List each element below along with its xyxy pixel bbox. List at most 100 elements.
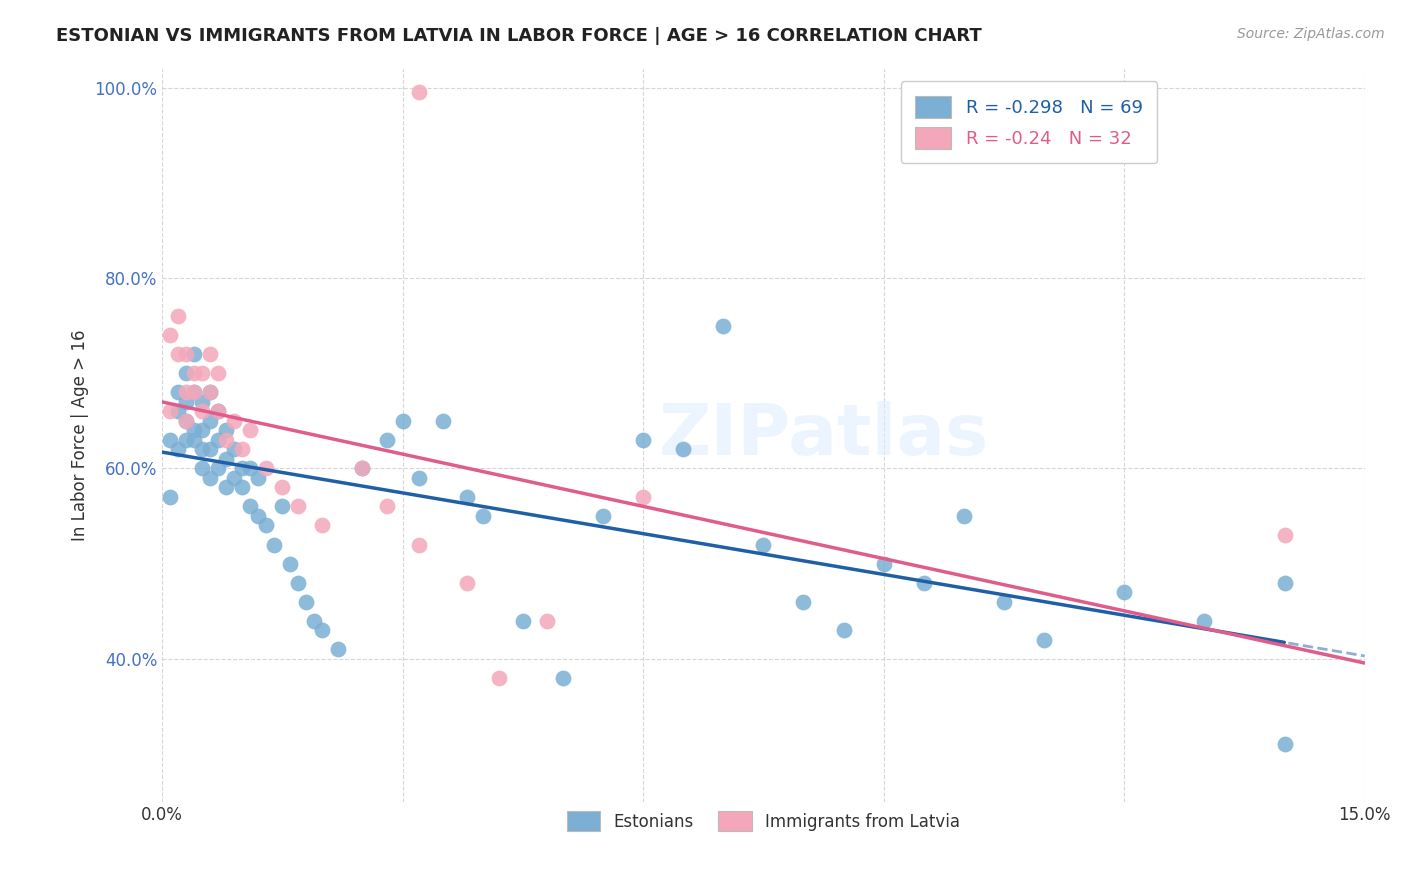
Point <box>254 518 277 533</box>
Point <box>1274 738 1296 752</box>
Point <box>352 461 374 475</box>
Point <box>263 537 285 551</box>
Point <box>311 624 333 638</box>
Point <box>408 471 430 485</box>
Point <box>631 490 654 504</box>
Point <box>198 414 221 428</box>
Point <box>1194 614 1216 628</box>
Point <box>191 404 214 418</box>
Point <box>167 442 190 457</box>
Point <box>183 385 205 400</box>
Point <box>953 508 976 523</box>
Point <box>456 490 478 504</box>
Point <box>207 433 229 447</box>
Point <box>752 537 775 551</box>
Point <box>488 671 510 685</box>
Point <box>207 404 229 418</box>
Point <box>159 404 181 418</box>
Point <box>993 594 1015 608</box>
Point <box>174 347 197 361</box>
Point <box>183 433 205 447</box>
Point <box>295 594 318 608</box>
Point <box>247 508 270 523</box>
Point <box>183 366 205 380</box>
Point <box>375 433 398 447</box>
Point <box>159 328 181 343</box>
Point <box>183 423 205 437</box>
Point <box>191 461 214 475</box>
Point <box>215 433 238 447</box>
Text: ZIPatlas: ZIPatlas <box>658 401 988 469</box>
Point <box>271 500 294 514</box>
Point <box>207 461 229 475</box>
Point <box>512 614 534 628</box>
Point <box>174 366 197 380</box>
Point <box>159 490 181 504</box>
Point <box>1274 528 1296 542</box>
Point <box>287 575 309 590</box>
Point <box>198 385 221 400</box>
Point <box>832 624 855 638</box>
Point <box>471 508 494 523</box>
Point <box>254 461 277 475</box>
Point <box>167 404 190 418</box>
Point <box>375 500 398 514</box>
Point <box>239 461 262 475</box>
Point <box>215 451 238 466</box>
Point <box>408 85 430 99</box>
Point <box>183 347 205 361</box>
Point <box>167 309 190 323</box>
Point <box>311 518 333 533</box>
Point <box>1033 632 1056 647</box>
Point <box>711 318 734 333</box>
Point <box>224 471 246 485</box>
Point <box>631 433 654 447</box>
Point <box>215 480 238 494</box>
Point <box>198 471 221 485</box>
Point <box>167 385 190 400</box>
Text: ESTONIAN VS IMMIGRANTS FROM LATVIA IN LABOR FORCE | AGE > 16 CORRELATION CHART: ESTONIAN VS IMMIGRANTS FROM LATVIA IN LA… <box>56 27 981 45</box>
Point <box>198 442 221 457</box>
Point <box>224 414 246 428</box>
Point <box>408 537 430 551</box>
Point <box>191 442 214 457</box>
Point <box>328 642 350 657</box>
Point <box>792 594 814 608</box>
Point <box>174 414 197 428</box>
Point <box>207 366 229 380</box>
Point <box>174 385 197 400</box>
Point <box>174 394 197 409</box>
Point <box>247 471 270 485</box>
Point <box>174 414 197 428</box>
Point <box>536 614 558 628</box>
Point <box>456 575 478 590</box>
Point <box>551 671 574 685</box>
Point <box>239 500 262 514</box>
Point <box>278 557 301 571</box>
Point <box>174 433 197 447</box>
Legend: Estonians, Immigrants from Latvia: Estonians, Immigrants from Latvia <box>553 797 973 845</box>
Y-axis label: In Labor Force | Age > 16: In Labor Force | Age > 16 <box>72 329 89 541</box>
Point <box>287 500 309 514</box>
Text: Source: ZipAtlas.com: Source: ZipAtlas.com <box>1237 27 1385 41</box>
Point <box>198 385 221 400</box>
Point <box>167 347 190 361</box>
Point <box>215 423 238 437</box>
Point <box>183 385 205 400</box>
Point <box>912 575 935 590</box>
Point <box>432 414 454 428</box>
Point <box>352 461 374 475</box>
Point <box>159 433 181 447</box>
Point <box>592 508 614 523</box>
Point <box>191 394 214 409</box>
Point <box>231 442 253 457</box>
Point <box>304 614 326 628</box>
Point <box>872 557 894 571</box>
Point <box>191 423 214 437</box>
Point <box>231 461 253 475</box>
Point <box>191 366 214 380</box>
Point <box>672 442 695 457</box>
Point <box>391 414 413 428</box>
Point <box>198 347 221 361</box>
Point <box>239 423 262 437</box>
